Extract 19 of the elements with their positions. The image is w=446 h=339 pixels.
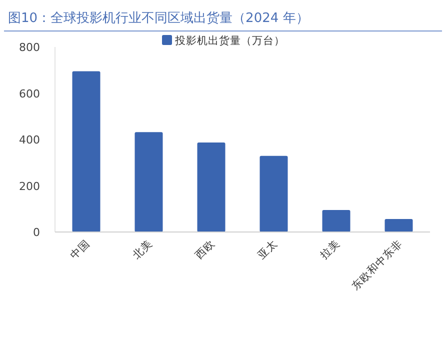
y-tick-label: 400 bbox=[19, 134, 40, 146]
bar bbox=[384, 219, 413, 232]
bar bbox=[197, 142, 226, 232]
y-tick-label: 0 bbox=[33, 226, 40, 239]
bar bbox=[134, 132, 163, 232]
y-tick-label: 200 bbox=[19, 180, 40, 193]
x-tick-label: 拉美 bbox=[318, 236, 342, 262]
x-tick-label: 东欧和中东非 bbox=[349, 236, 405, 293]
chart-title: 图10：全球投影机行业不同区域出货量（2024 年） bbox=[8, 11, 309, 26]
bar bbox=[72, 71, 100, 232]
x-tick-label: 西欧 bbox=[193, 238, 218, 262]
legend-label: 投影机出货量（万台） bbox=[174, 34, 285, 47]
y-tick-label: 600 bbox=[19, 87, 40, 100]
x-tick-label: 北美 bbox=[130, 236, 155, 262]
bar bbox=[260, 156, 288, 232]
bar bbox=[322, 210, 350, 232]
x-tick-label: 亚太 bbox=[255, 236, 280, 262]
x-tick-label: 中国 bbox=[68, 236, 92, 262]
y-tick-label: 800 bbox=[19, 41, 40, 54]
